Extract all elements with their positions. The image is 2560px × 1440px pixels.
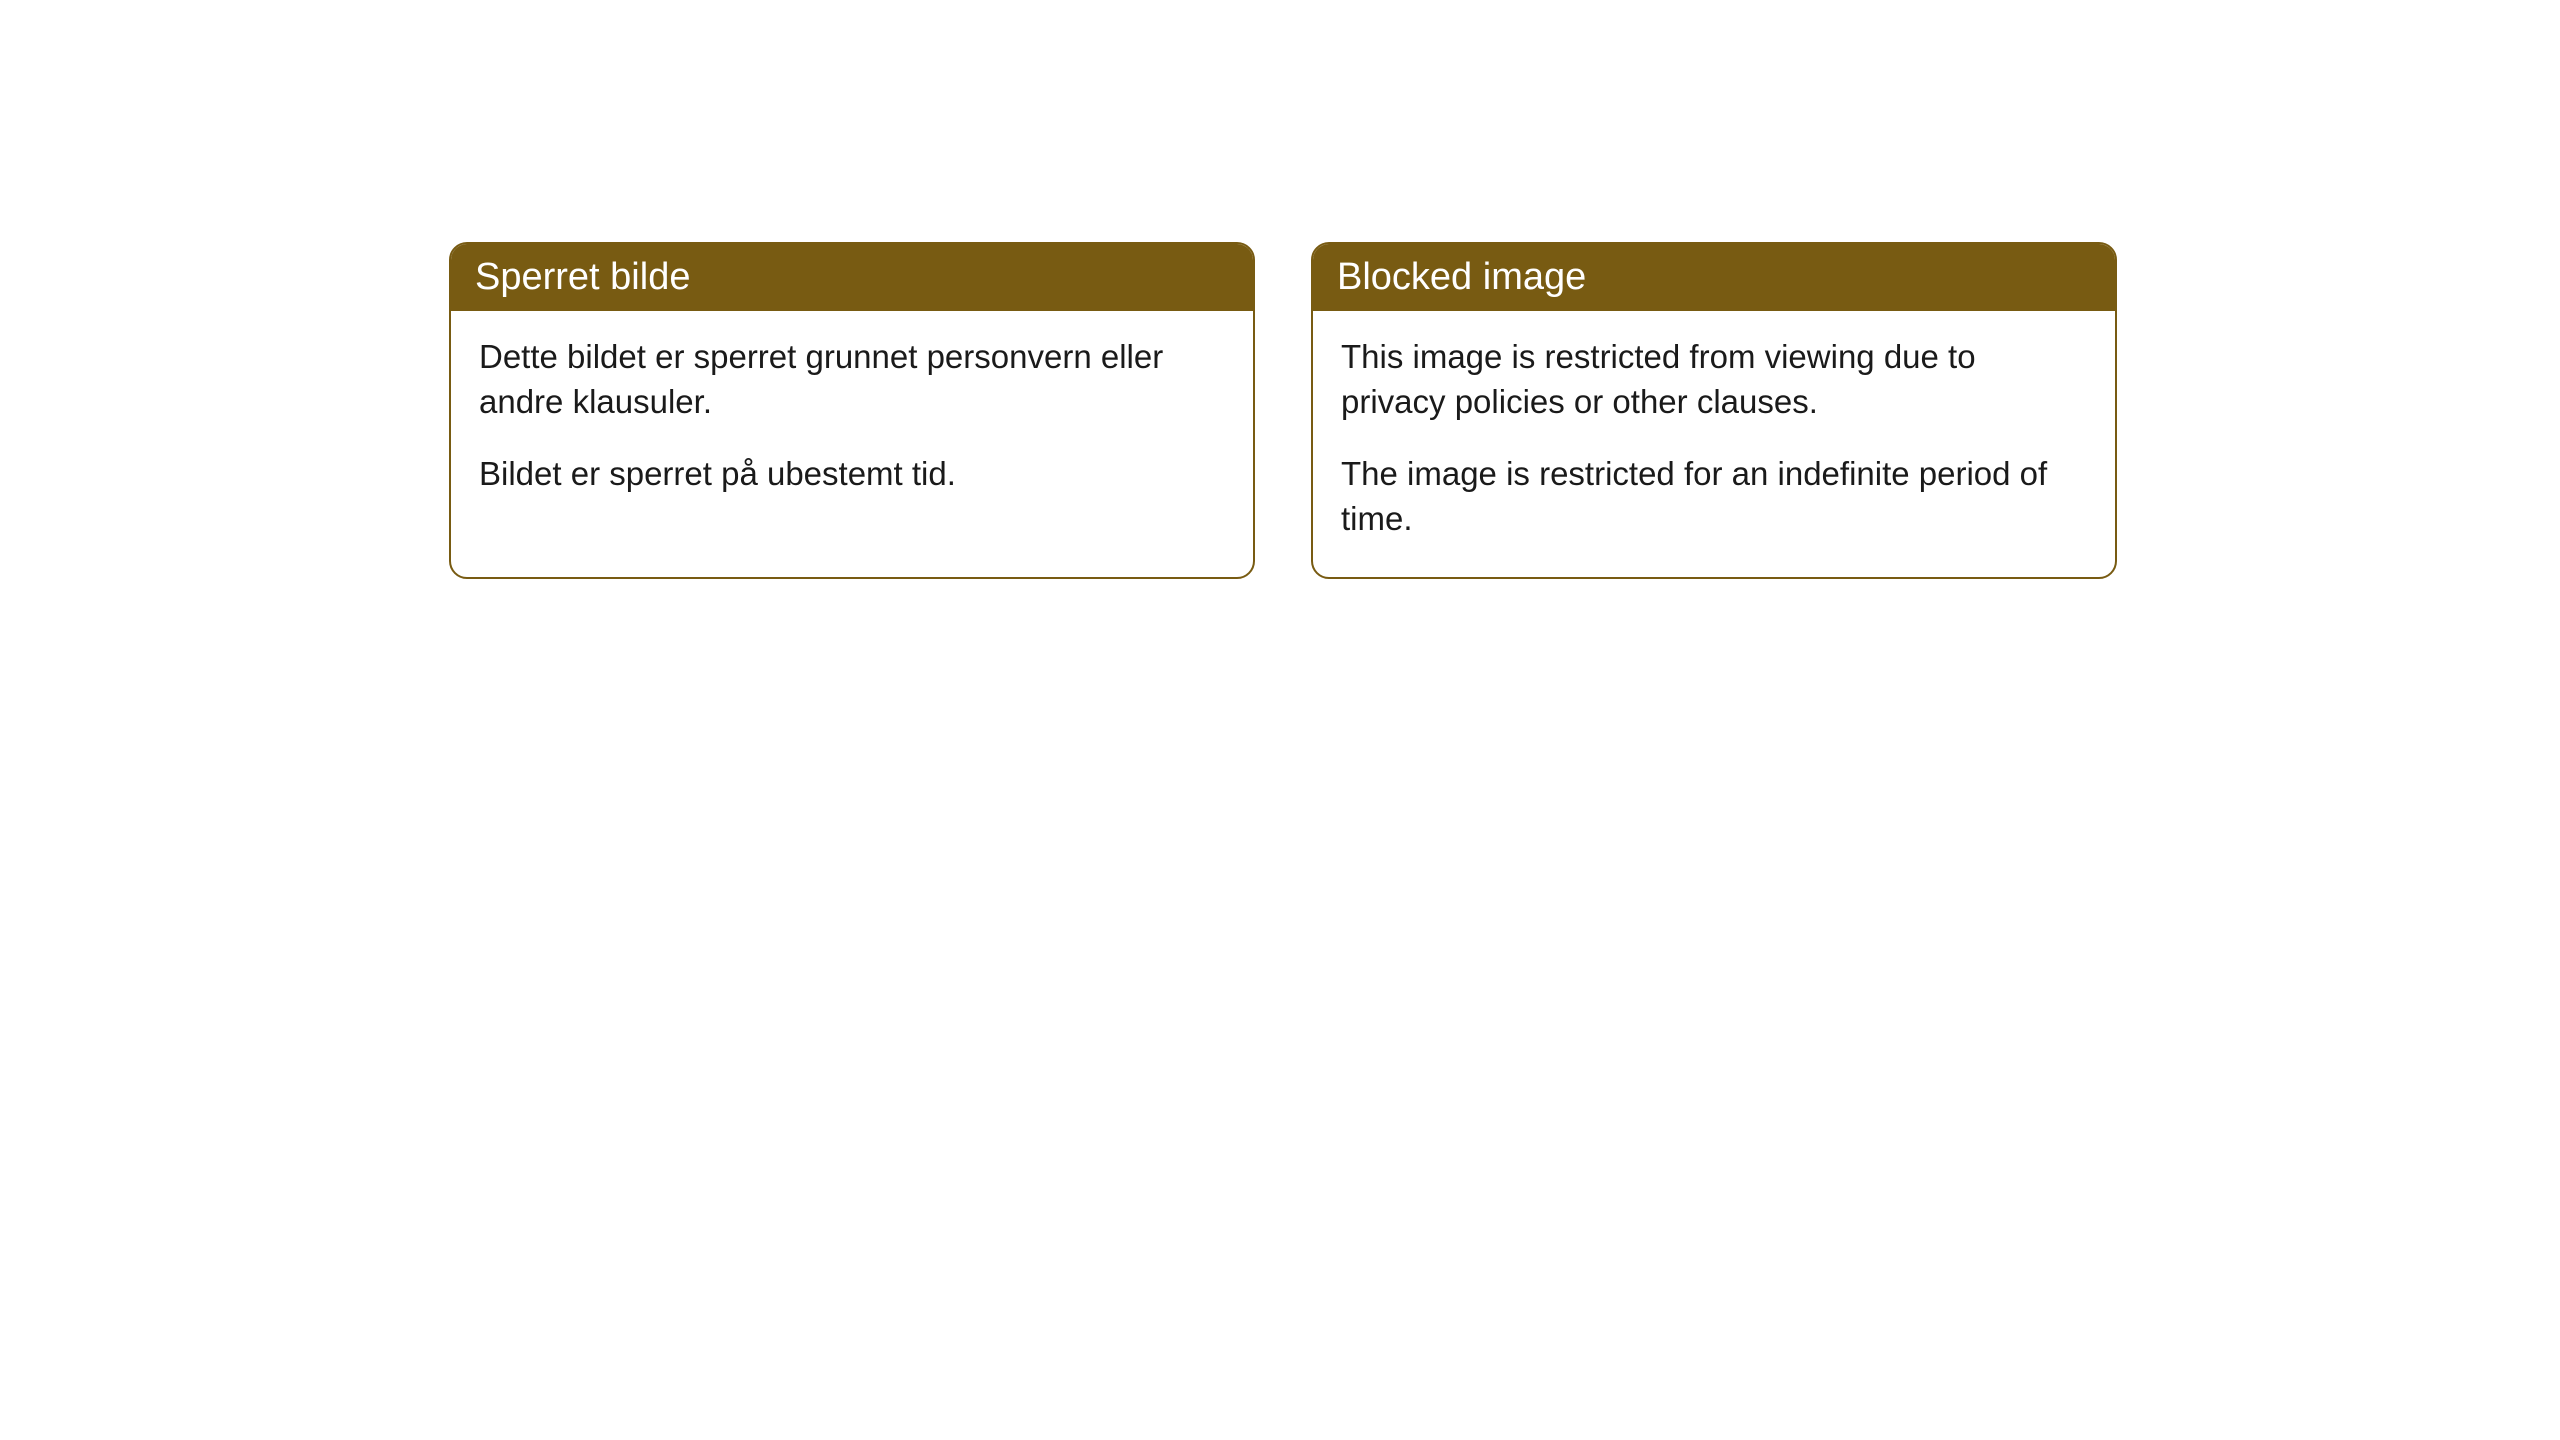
card-paragraph: This image is restricted from viewing du… (1341, 335, 2087, 424)
message-cards-container: Sperret bilde Dette bildet er sperret gr… (449, 242, 2117, 579)
card-body-english: This image is restricted from viewing du… (1313, 311, 2115, 577)
blocked-image-card-english: Blocked image This image is restricted f… (1311, 242, 2117, 579)
card-header-norwegian: Sperret bilde (451, 244, 1253, 311)
card-header-english: Blocked image (1313, 244, 2115, 311)
card-title: Sperret bilde (475, 256, 690, 298)
card-paragraph: The image is restricted for an indefinit… (1341, 452, 2087, 541)
card-title: Blocked image (1337, 256, 1586, 298)
card-paragraph: Dette bildet er sperret grunnet personve… (479, 335, 1225, 424)
card-body-norwegian: Dette bildet er sperret grunnet personve… (451, 311, 1253, 533)
card-paragraph: Bildet er sperret på ubestemt tid. (479, 452, 1225, 497)
blocked-image-card-norwegian: Sperret bilde Dette bildet er sperret gr… (449, 242, 1255, 579)
